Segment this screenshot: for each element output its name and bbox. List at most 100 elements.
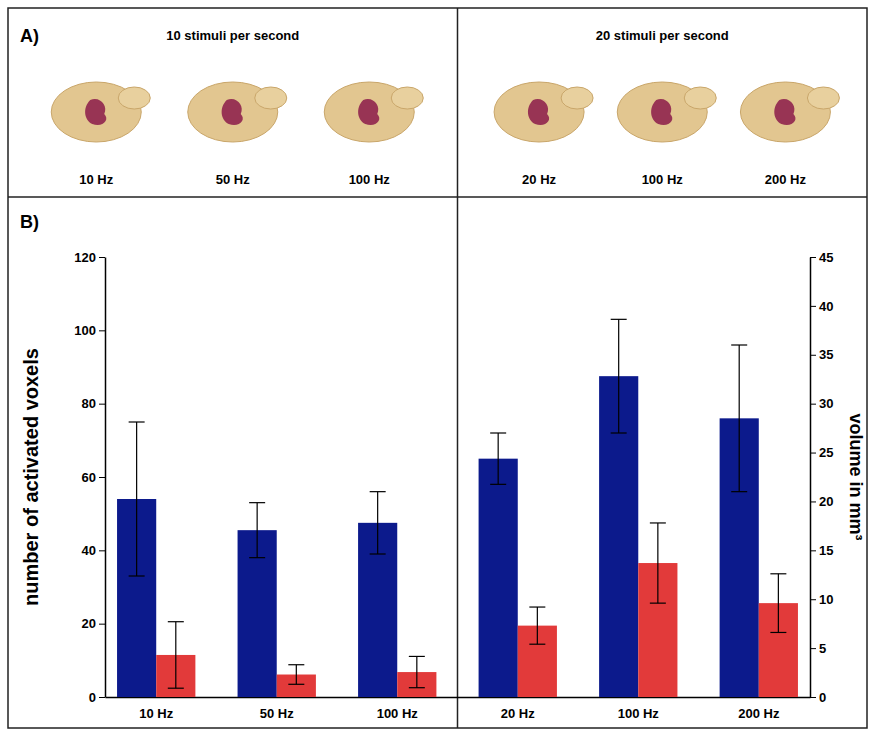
y2-tick: 40 bbox=[810, 299, 833, 314]
x-tick: 200 Hz bbox=[738, 697, 780, 721]
x-tick: 100 Hz bbox=[618, 697, 660, 721]
activation bbox=[651, 99, 672, 125]
activation bbox=[528, 99, 549, 125]
y-tick-label: 100 bbox=[74, 323, 96, 338]
y2-tick-mark bbox=[810, 550, 816, 551]
error-cap bbox=[370, 491, 386, 492]
error-cap bbox=[611, 432, 627, 433]
y-tick: 100 bbox=[74, 323, 105, 338]
y-tick-label: 80 bbox=[82, 396, 96, 411]
y2-tick: 30 bbox=[810, 396, 833, 411]
y-tick-label: 20 bbox=[82, 616, 96, 631]
y2-tick: 5 bbox=[810, 641, 826, 656]
error-bar bbox=[370, 492, 386, 554]
error-cap bbox=[129, 575, 145, 576]
panel-label: B) bbox=[20, 212, 39, 232]
y-tick-label: 40 bbox=[82, 543, 96, 558]
panel-divider bbox=[8, 196, 867, 198]
y2-tick: 15 bbox=[810, 543, 833, 558]
bar-series bbox=[117, 376, 759, 697]
error-bar bbox=[490, 433, 506, 484]
y2-tick-label: 10 bbox=[819, 592, 833, 607]
y2-tick-mark bbox=[810, 501, 816, 502]
y-tick: 80 bbox=[82, 396, 105, 411]
error-stem bbox=[618, 319, 619, 433]
error-bar bbox=[731, 345, 747, 492]
y-tick: 120 bbox=[74, 250, 105, 265]
error-stem bbox=[778, 574, 779, 633]
activation bbox=[774, 99, 795, 125]
group-title: 10 stimuli per second bbox=[166, 28, 299, 43]
x-tick-label: 50 Hz bbox=[260, 706, 294, 721]
frame bbox=[8, 8, 867, 728]
image-label: 200 Hz bbox=[765, 172, 807, 187]
error-cap bbox=[529, 606, 545, 607]
brain-image bbox=[740, 82, 839, 142]
group-divider bbox=[457, 8, 459, 728]
activation bbox=[85, 99, 106, 125]
y-tick: 40 bbox=[82, 543, 105, 558]
error-bars bbox=[129, 319, 748, 576]
error-cap bbox=[770, 632, 786, 633]
group-title: 20 stimuli per second bbox=[596, 28, 729, 43]
error-bar bbox=[409, 656, 425, 687]
error-bar bbox=[129, 422, 145, 576]
image-label: 50 Hz bbox=[216, 172, 250, 187]
brain-image bbox=[494, 82, 593, 142]
error-bar bbox=[529, 607, 545, 644]
error-cap bbox=[650, 522, 666, 523]
x-tick-label: 10 Hz bbox=[139, 706, 173, 721]
x-tick: 100 Hz bbox=[377, 697, 419, 721]
error-stem bbox=[296, 665, 297, 685]
bar bbox=[479, 459, 518, 697]
error-stem bbox=[175, 622, 176, 688]
y-tick: 0 bbox=[89, 690, 105, 705]
brain-lobe bbox=[807, 87, 839, 109]
y2-tick-mark bbox=[810, 453, 816, 454]
x-axis: 10 Hz 50 Hz 100 Hz 20 Hz 100 Hz 200 Hz bbox=[106, 697, 811, 721]
brain-image bbox=[188, 82, 287, 142]
y2-tick-label: 0 bbox=[819, 690, 826, 705]
error-cap bbox=[370, 553, 386, 554]
y2-axis-line bbox=[810, 258, 812, 698]
y2-tick-mark bbox=[810, 697, 816, 698]
y2-tick: 25 bbox=[810, 445, 833, 460]
error-cap bbox=[731, 491, 747, 492]
error-cap bbox=[288, 684, 304, 685]
activation bbox=[358, 99, 379, 125]
image-label: 100 Hz bbox=[349, 172, 391, 187]
y2-tick-label: 35 bbox=[819, 347, 833, 362]
error-stem bbox=[377, 492, 378, 554]
y-tick-label: 0 bbox=[89, 690, 96, 705]
y-tick-mark bbox=[99, 697, 105, 698]
y2-tick-mark bbox=[810, 599, 816, 600]
brain-image bbox=[617, 82, 716, 142]
image-label: 10 Hz bbox=[79, 172, 113, 187]
x-tick: 50 Hz bbox=[260, 697, 294, 721]
error-cap bbox=[490, 432, 506, 433]
error-stem bbox=[416, 656, 417, 687]
y2-tick-label: 15 bbox=[819, 543, 833, 558]
error-stem bbox=[739, 345, 740, 492]
brain-lobe bbox=[684, 87, 716, 109]
y2-tick-mark bbox=[810, 355, 816, 356]
error-cap bbox=[611, 319, 627, 320]
y2-tick: 35 bbox=[810, 347, 833, 362]
image-label: 100 Hz bbox=[642, 172, 684, 187]
x-tick-label: 100 Hz bbox=[377, 706, 419, 721]
brain-lobe bbox=[255, 87, 287, 109]
error-bars bbox=[168, 523, 787, 688]
error-cap bbox=[129, 421, 145, 422]
error-bar bbox=[288, 665, 304, 685]
y-tick-mark bbox=[99, 404, 105, 405]
x-tick-label: 200 Hz bbox=[738, 706, 780, 721]
y-tick-mark bbox=[99, 477, 105, 478]
y2-tick: 45 bbox=[810, 250, 833, 265]
x-tick: 20 Hz bbox=[501, 697, 535, 721]
y-axis: 020406080100120 bbox=[74, 250, 105, 705]
error-cap bbox=[249, 502, 265, 503]
y-tick-mark bbox=[99, 257, 105, 258]
y-tick: 20 bbox=[82, 616, 105, 631]
x-tick-label: 100 Hz bbox=[618, 706, 660, 721]
error-cap bbox=[650, 603, 666, 604]
